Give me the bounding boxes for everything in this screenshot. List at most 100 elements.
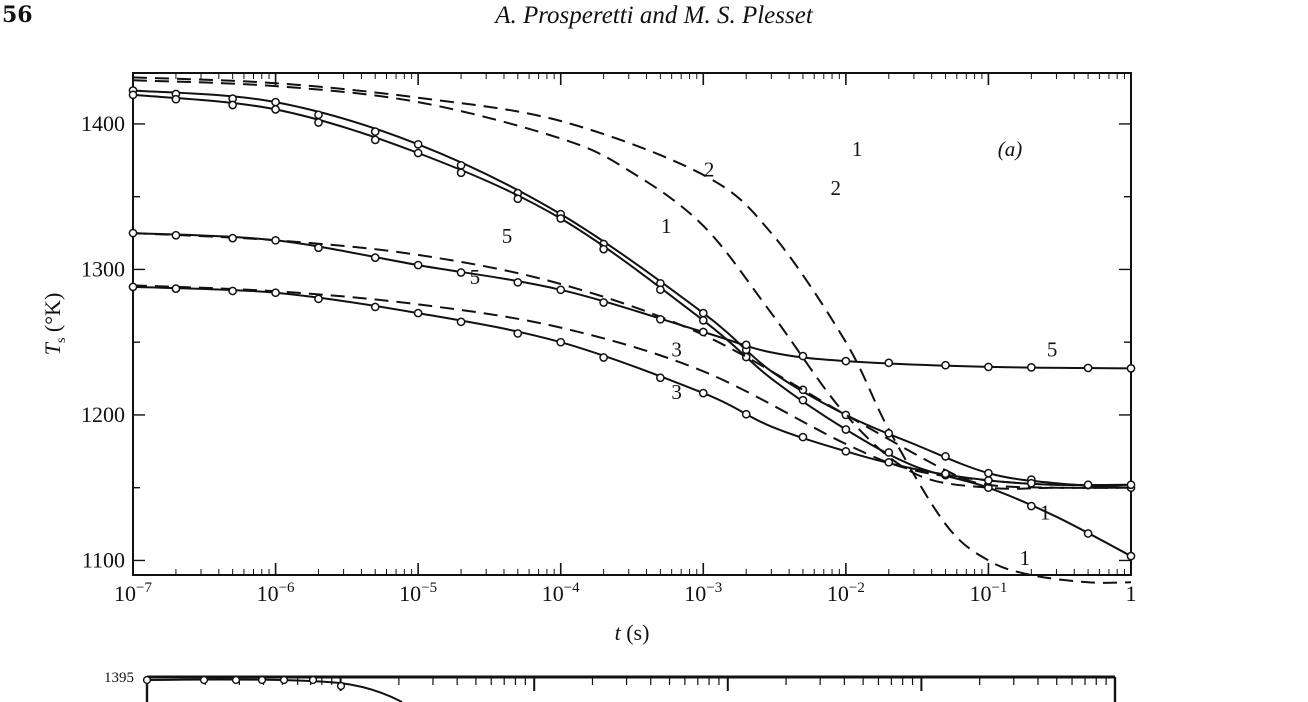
curve-label: 1	[1040, 501, 1051, 525]
series-2-marker	[698, 308, 708, 318]
series-3-marker	[370, 302, 380, 312]
panel-b-series-marker	[279, 675, 289, 685]
series-5-marker	[413, 260, 423, 270]
series-5-marker	[941, 360, 950, 370]
series-5-marker	[556, 285, 566, 295]
series-1-marker	[228, 100, 238, 110]
x-tick-label: 10−6	[257, 580, 295, 606]
series-1-marker	[413, 148, 423, 158]
series-3-marker	[884, 457, 894, 467]
series-3-marker	[941, 469, 950, 479]
panel-b-series-line	[146, 678, 403, 702]
series-5-marker	[1026, 363, 1036, 372]
series-3-marker	[841, 446, 851, 456]
series-dashed-5-line	[132, 232, 1132, 489]
x-tick-label: 10−7	[114, 580, 152, 606]
series-5-marker	[884, 358, 894, 368]
panel-b-partial: 1395	[104, 670, 1117, 702]
series-1-marker	[884, 448, 894, 457]
series-3-marker	[1126, 480, 1136, 490]
series-1-marker	[271, 105, 280, 114]
series-solid-2-line	[132, 89, 1132, 489]
x-tick-label: 10−4	[542, 580, 580, 606]
curve-label: 5	[1047, 338, 1058, 362]
series-solid-5-line	[132, 232, 1132, 370]
y-axis-label: Ts (°K)	[40, 293, 69, 356]
x-tick-label: 10−2	[827, 580, 865, 606]
curve-label: 1	[1020, 546, 1031, 570]
series-1-marker	[171, 94, 181, 104]
series-3-marker	[798, 432, 808, 442]
curve-label: 3	[671, 338, 682, 362]
series-1-marker	[599, 244, 608, 254]
series-5-marker	[513, 278, 523, 287]
series-5-marker	[599, 298, 608, 307]
series-5-marker	[228, 233, 238, 243]
series-3-marker	[128, 282, 138, 292]
panel-b-series-marker	[257, 675, 267, 685]
series-5-marker	[314, 243, 323, 253]
curve-label: 2	[704, 157, 715, 181]
series-3-marker	[228, 286, 238, 296]
running-head: A. Prosperetti and M. S. Plesset	[495, 2, 813, 29]
series-3-marker	[413, 308, 423, 318]
series-5-marker	[841, 356, 851, 366]
y-tick-label: 1200	[81, 402, 125, 427]
panel-a: 10−7 10−6 10−5 10−4 10−3 10−2 10−1 1 1100 1200 130…	[40, 72, 1137, 645]
series-2-marker	[271, 97, 280, 107]
panel-b-series-marker	[308, 675, 318, 685]
series-5-marker	[128, 228, 138, 238]
series-5-marker	[698, 327, 708, 337]
series-3-marker	[513, 329, 523, 338]
x-tick-label: 10−5	[399, 580, 437, 606]
series-3-marker	[656, 373, 665, 383]
series-3-marker	[698, 388, 708, 398]
series-1-marker	[556, 214, 566, 223]
series-solid-3-line	[132, 285, 1132, 487]
series-3-marker	[314, 294, 323, 304]
series-1-marker	[370, 135, 380, 145]
series-3-marker	[271, 288, 280, 298]
page-number: 56	[2, 2, 33, 28]
curve-label: 1	[661, 214, 672, 238]
series-1-marker	[656, 285, 665, 295]
y-tick-label: 1300	[81, 256, 125, 281]
series-2-marker	[984, 468, 993, 478]
series-1-marker	[314, 118, 323, 127]
curve-label: 5	[470, 265, 481, 289]
series-3-marker	[1083, 480, 1093, 490]
series-3-marker	[1026, 478, 1036, 488]
series-2-marker	[413, 139, 423, 149]
y-tick-label: 1400	[81, 111, 125, 136]
series-2-marker	[941, 452, 950, 461]
curve-label: 2	[831, 176, 842, 200]
series-3-marker	[456, 317, 466, 327]
panel-b-series-marker	[231, 675, 241, 685]
series-dashed-3-line	[132, 284, 1132, 487]
series-5-marker	[984, 362, 993, 372]
series-2-marker	[841, 410, 851, 420]
series-5-marker	[456, 268, 466, 277]
series-dashed-2-line	[132, 79, 1131, 490]
plot-frame	[132, 72, 1132, 576]
series-2-marker	[314, 110, 323, 120]
series-1-marker	[513, 194, 523, 204]
series-3-marker	[171, 284, 181, 293]
series-3-marker	[984, 476, 993, 485]
series-5-marker	[370, 253, 380, 262]
series-1-marker	[128, 90, 138, 100]
series-3-marker	[556, 337, 566, 347]
series-1-marker	[698, 316, 708, 325]
panel-label: (a)	[998, 137, 1023, 161]
series-5-marker	[271, 235, 280, 245]
y-tick-label: 1100	[82, 547, 125, 572]
x-axis-label: t (s)	[615, 620, 650, 645]
x-tick-label: 10−3	[684, 580, 722, 606]
series-5-marker	[171, 230, 181, 240]
curve-label: 5	[502, 224, 513, 248]
series-1-marker	[1026, 501, 1036, 511]
series-1-marker	[456, 168, 466, 178]
series-dashed-1-line	[132, 76, 1132, 584]
x-tick-label: 1	[1126, 581, 1137, 606]
